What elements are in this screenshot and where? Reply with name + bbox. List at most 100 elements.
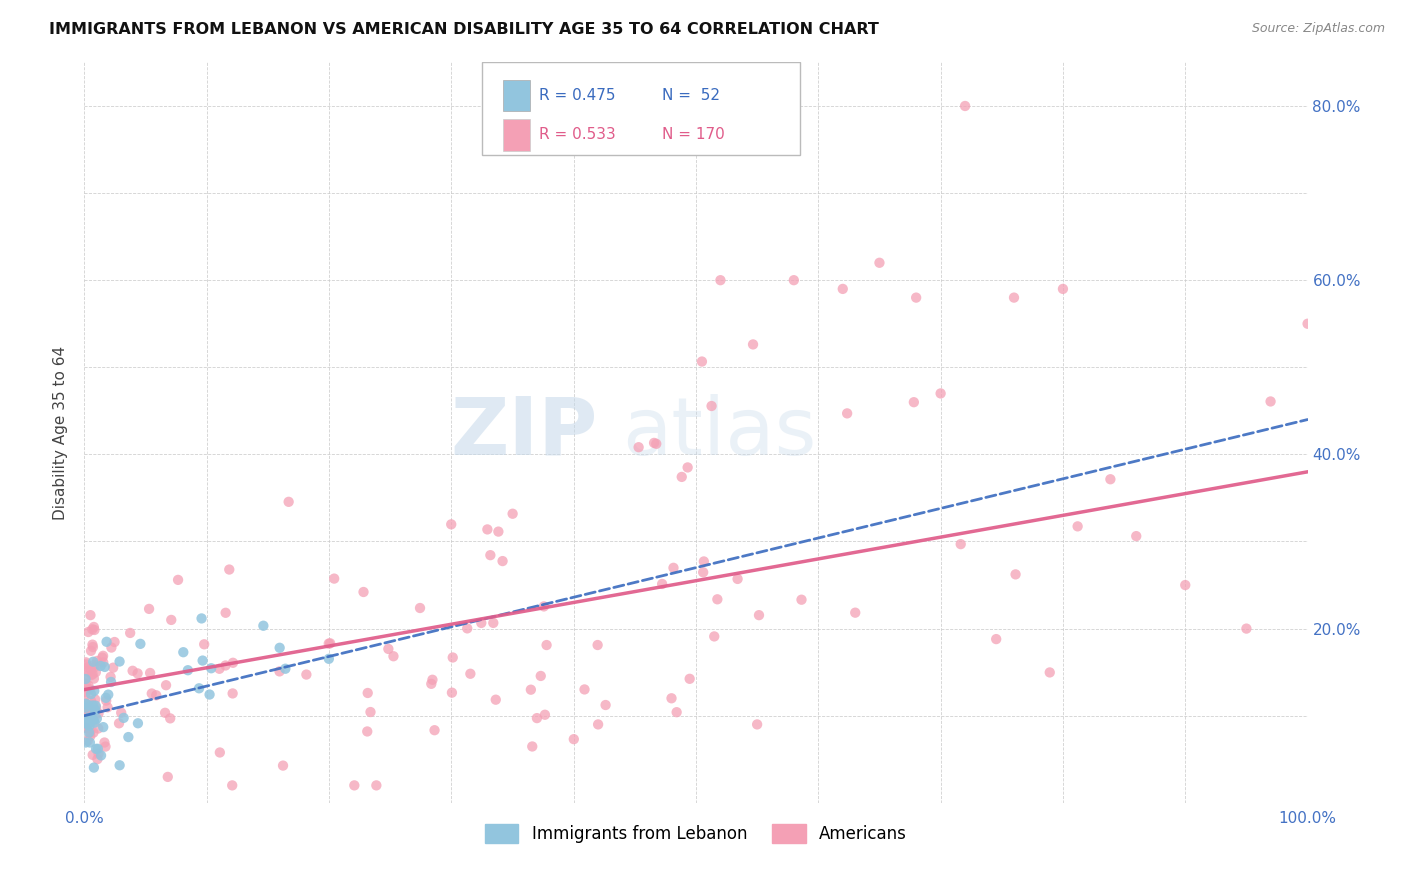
- Point: [100, 675, 122, 690]
- Point: [153, 706, 176, 720]
- Point: [82, 725, 104, 739]
- Point: [82, 640, 104, 654]
- Point: [269, 640, 291, 655]
- Point: [84, 700, 107, 714]
- Point: [75, 685, 97, 699]
- Point: [277, 495, 299, 509]
- Point: [1002, 291, 1025, 305]
- Point: [84, 742, 107, 756]
- Point: [91, 656, 114, 670]
- Point: [198, 688, 221, 702]
- Point: [77, 702, 100, 716]
- Point: [87, 741, 110, 756]
- Point: [1066, 519, 1088, 533]
- Point: [1099, 472, 1122, 486]
- Point: [748, 608, 770, 623]
- Point: [661, 691, 683, 706]
- Point: [747, 717, 769, 731]
- Point: [709, 273, 731, 287]
- Point: [586, 638, 609, 652]
- Point: [79, 729, 101, 743]
- Point: [485, 692, 508, 706]
- Point: [651, 577, 673, 591]
- Point: [595, 698, 617, 712]
- Point: [156, 770, 179, 784]
- Point: [121, 664, 143, 678]
- FancyBboxPatch shape: [482, 62, 800, 155]
- Text: N = 170: N = 170: [662, 128, 724, 143]
- Point: [1260, 394, 1282, 409]
- Point: [662, 561, 685, 575]
- Point: [703, 629, 725, 643]
- Point: [188, 681, 211, 696]
- Point: [167, 573, 190, 587]
- Point: [80, 713, 103, 727]
- Y-axis label: Disability Age 35 to 64: Disability Age 35 to 64: [53, 345, 69, 520]
- Point: [269, 665, 291, 679]
- Point: [409, 601, 432, 615]
- Point: [79, 608, 101, 623]
- Point: [76, 698, 98, 712]
- Point: [172, 645, 194, 659]
- Point: [1004, 567, 1026, 582]
- Point: [929, 386, 952, 401]
- Point: [139, 665, 162, 680]
- Point: [75, 735, 97, 749]
- Point: [97, 688, 120, 702]
- Point: [536, 638, 558, 652]
- Point: [86, 752, 108, 766]
- Point: [87, 747, 110, 761]
- Point: [693, 554, 716, 568]
- Point: [112, 711, 135, 725]
- Point: [1174, 578, 1197, 592]
- Point: [377, 642, 399, 657]
- Point: [110, 706, 132, 720]
- Point: [357, 686, 380, 700]
- Point: [479, 548, 502, 562]
- Point: [218, 562, 240, 576]
- Point: [274, 662, 297, 676]
- Point: [562, 732, 585, 747]
- Point: [145, 688, 167, 702]
- Point: [83, 657, 105, 672]
- Point: [903, 395, 925, 409]
- Point: [79, 703, 101, 717]
- Point: [742, 337, 765, 351]
- Point: [80, 668, 103, 682]
- Point: [208, 746, 231, 760]
- Point: [75, 676, 97, 690]
- Point: [83, 703, 105, 717]
- Point: [120, 626, 142, 640]
- Point: [83, 684, 105, 698]
- Point: [159, 711, 181, 725]
- Point: [76, 699, 98, 714]
- Point: [1236, 622, 1258, 636]
- Point: [79, 682, 101, 697]
- Point: [97, 700, 120, 714]
- Point: [75, 697, 97, 711]
- Point: [645, 437, 668, 451]
- Point: [82, 655, 104, 669]
- Point: [94, 739, 117, 754]
- Point: [353, 585, 375, 599]
- Point: [460, 666, 482, 681]
- Point: [676, 460, 699, 475]
- Point: [141, 686, 163, 700]
- Point: [83, 620, 105, 634]
- Point: [75, 700, 97, 714]
- Point: [79, 735, 101, 749]
- Point: [103, 635, 125, 649]
- Point: [96, 693, 118, 707]
- Point: [727, 572, 749, 586]
- Point: [83, 715, 105, 730]
- Point: [76, 657, 98, 672]
- Point: [91, 720, 114, 734]
- Point: [423, 723, 446, 738]
- Point: [323, 572, 346, 586]
- Point: [986, 632, 1008, 646]
- Point: [520, 682, 543, 697]
- Point: [94, 690, 117, 705]
- Point: [75, 669, 97, 683]
- Point: [295, 667, 318, 681]
- Point: [87, 722, 110, 736]
